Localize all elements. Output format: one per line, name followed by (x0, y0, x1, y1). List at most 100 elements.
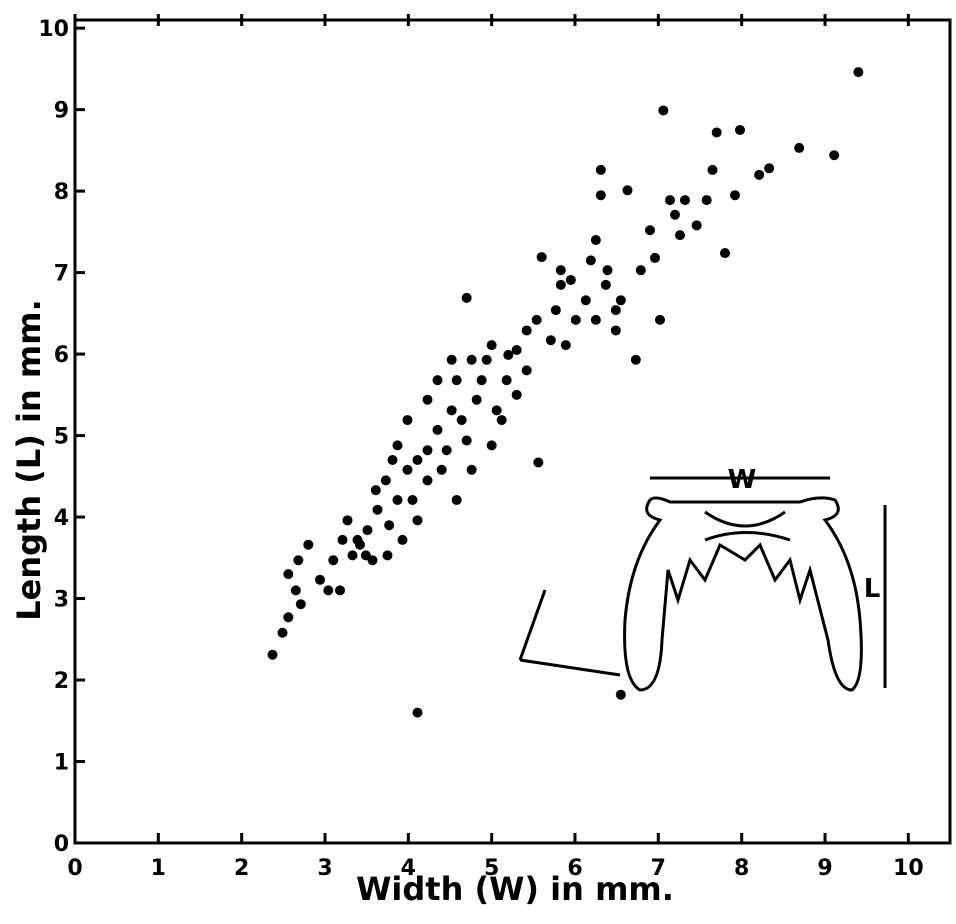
data-point (570, 314, 581, 325)
data-point (422, 394, 433, 405)
data-point (650, 252, 660, 263)
data-point (595, 190, 606, 201)
data-point (536, 252, 547, 263)
data-point (491, 405, 502, 416)
data-point (466, 464, 477, 475)
data-point (342, 515, 353, 526)
x-tick-label: 1 (151, 856, 166, 881)
data-point (436, 464, 447, 475)
x-tick-label: 6 (567, 856, 582, 881)
data-point (655, 314, 665, 325)
data-point (853, 67, 864, 78)
data-point (441, 445, 452, 456)
data-point (496, 415, 507, 426)
data-point (446, 354, 457, 365)
data-point (397, 534, 408, 545)
data-point (680, 195, 690, 206)
data-point (466, 354, 477, 365)
data-point (337, 534, 348, 545)
data-point (615, 295, 626, 306)
data-point (735, 125, 745, 136)
inset-width-label: W (728, 465, 757, 495)
data-point (461, 292, 472, 303)
y-axis-label: Length (L) in mm. (10, 299, 48, 621)
inset-arc (704, 531, 791, 542)
data-point (412, 455, 423, 466)
data-point (277, 627, 288, 638)
data-point (323, 585, 334, 596)
data-point (545, 335, 556, 346)
data-point (550, 305, 561, 316)
data-point (407, 494, 418, 505)
inset-pointer (518, 589, 547, 661)
data-point (446, 405, 457, 416)
data-point (707, 164, 718, 175)
data-point (283, 569, 294, 580)
data-point (635, 265, 646, 276)
y-tick-label: 8 (54, 180, 69, 205)
data-point (290, 585, 301, 596)
data-point (531, 314, 542, 325)
data-point (521, 325, 532, 336)
x-tick-label: 7 (651, 856, 666, 881)
inset-pointer (519, 658, 621, 677)
x-tick-label: 0 (67, 856, 82, 881)
data-point (511, 389, 522, 400)
data-point (565, 274, 576, 285)
data-point (295, 599, 306, 610)
x-tick-label: 10 (893, 856, 924, 881)
data-point (402, 464, 413, 475)
data-point (580, 295, 591, 306)
y-tick-label: 6 (54, 343, 69, 368)
data-point (645, 225, 655, 236)
data-point (560, 340, 571, 351)
data-point (511, 345, 522, 356)
y-tick-label: 1 (54, 751, 69, 776)
data-point (610, 325, 621, 336)
data-point (476, 375, 487, 386)
data-point (471, 394, 482, 405)
data-point (711, 127, 722, 138)
data-point (754, 169, 765, 180)
data-point (362, 525, 373, 536)
data-point (451, 375, 462, 386)
y-tick-label: 0 (54, 832, 69, 857)
data-point (610, 305, 621, 316)
plot-frame (73, 18, 952, 845)
y-tick-label: 10 (38, 17, 69, 42)
data-point (432, 375, 443, 386)
data-point (315, 574, 325, 585)
data-point (347, 550, 358, 561)
data-point (372, 504, 383, 515)
x-tick-label: 5 (484, 856, 499, 881)
data-point (422, 445, 433, 456)
data-point (600, 279, 611, 290)
data-point (328, 555, 339, 566)
data-point (590, 235, 601, 246)
data-point (501, 375, 512, 386)
data-point (486, 440, 497, 451)
data-point (392, 440, 403, 451)
data-point (630, 354, 641, 365)
y-tick-label: 7 (54, 262, 69, 287)
data-point (451, 494, 462, 505)
inset-outline (623, 496, 863, 692)
data-point (622, 185, 633, 196)
y-tick-label: 9 (54, 99, 69, 124)
data-point (303, 539, 314, 550)
inset-length-label: L (864, 574, 881, 604)
data-point (701, 195, 712, 206)
data-point (590, 314, 601, 325)
data-point (764, 163, 775, 174)
data-point (380, 475, 391, 486)
data-point (691, 220, 702, 231)
data-point (829, 150, 840, 161)
data-point (412, 515, 423, 526)
data-point (555, 279, 566, 290)
data-point (675, 230, 685, 241)
x-tick-label: 2 (234, 856, 249, 881)
data-point (503, 349, 514, 360)
data-point (555, 265, 566, 276)
data-point (665, 195, 675, 206)
data-point (370, 485, 381, 496)
